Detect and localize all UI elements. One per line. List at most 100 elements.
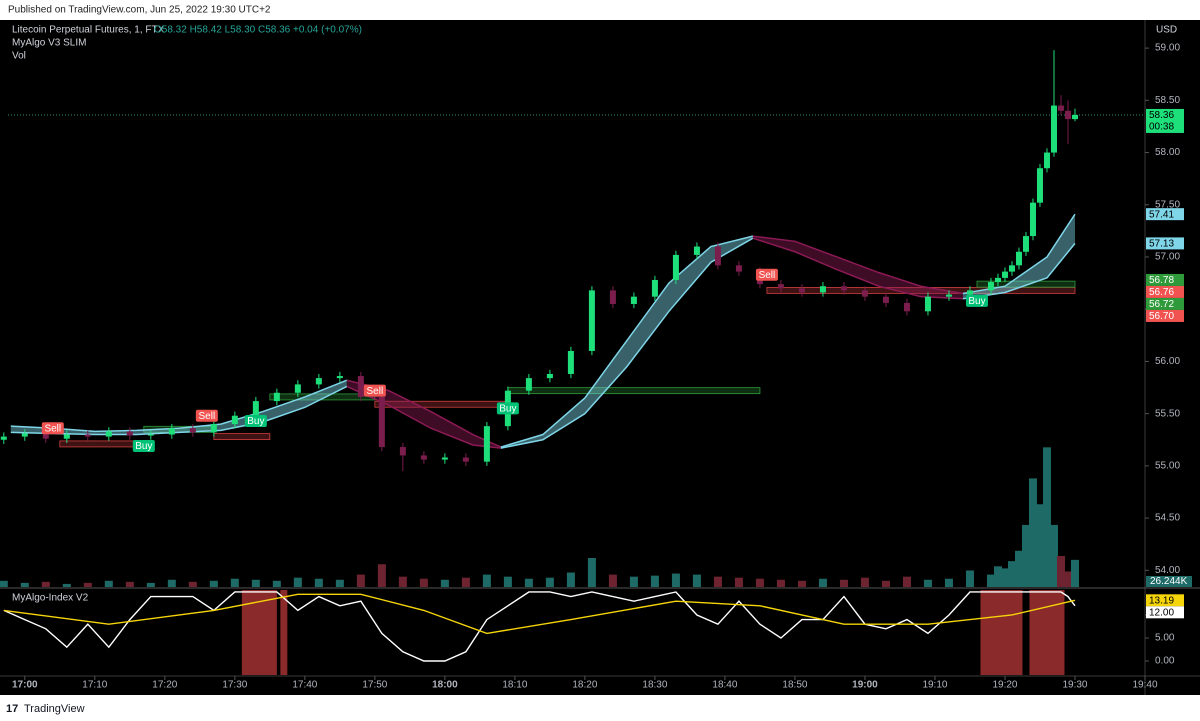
- volume-bar: [566, 572, 575, 587]
- y-tick-label: 55.00: [1155, 460, 1180, 471]
- x-tick-label: 17:50: [362, 680, 387, 691]
- x-tick-label: 19:20: [992, 680, 1017, 691]
- x-tick-label: 18:20: [572, 680, 597, 691]
- index-highlight: [280, 590, 288, 675]
- signal-label: Buy: [135, 441, 152, 452]
- index-highlight: [980, 590, 1023, 675]
- x-tick-label: 19:10: [922, 680, 947, 691]
- candle-body: [777, 284, 784, 289]
- volume-bar: [608, 574, 617, 587]
- x-tick-label: 19:00: [852, 680, 878, 691]
- volume-bar: [671, 573, 680, 587]
- volume-bar: [692, 574, 701, 587]
- volume-bar: [377, 564, 386, 587]
- volume-bar: [650, 575, 659, 587]
- axis-value-box: [1146, 237, 1184, 250]
- volume-bar: [776, 579, 785, 587]
- volume-bar: [398, 576, 407, 587]
- candle-body: [21, 433, 28, 437]
- x-tick-label: 17:10: [82, 680, 107, 691]
- volume-bar: [146, 582, 155, 587]
- volume-bar: [83, 582, 92, 587]
- y-tick-label: 59.00: [1155, 43, 1180, 54]
- candle-body: [399, 447, 406, 456]
- candle-body: [336, 376, 343, 379]
- index-line: [3, 593, 1076, 635]
- indicator-name: MyAlgo V3 SLIM: [12, 38, 86, 49]
- volume-bar: [314, 578, 323, 587]
- candle-body: [693, 246, 700, 255]
- candle-body: [42, 433, 49, 439]
- candle-body: [0, 436, 7, 440]
- signal-box: [755, 268, 778, 281]
- candle-body: [1029, 202, 1036, 237]
- signal-label: Sell: [367, 386, 384, 397]
- candle-body: [735, 265, 742, 272]
- level-zone: [507, 387, 761, 395]
- signal-box: [41, 422, 64, 435]
- axis-value-label: 12.00: [1149, 607, 1174, 618]
- volume-bar: [1070, 559, 1079, 587]
- axis-value-label: 57.13: [1149, 239, 1174, 250]
- candle-body: [1036, 168, 1043, 203]
- volume-name: Vol: [12, 51, 26, 62]
- candle-body: [147, 434, 154, 436]
- level-zone: [766, 287, 1076, 294]
- candle-body: [882, 296, 889, 303]
- candle-body: [252, 401, 259, 416]
- candle-body: [378, 396, 385, 448]
- candle-body: [819, 286, 826, 293]
- candle-body: [987, 282, 994, 291]
- x-tick-label: 18:40: [712, 680, 737, 691]
- signal-box: [244, 414, 267, 427]
- volume-bar: [797, 580, 806, 587]
- signal-box: [965, 294, 988, 307]
- volume-bar: [41, 581, 50, 587]
- volume-bar: [713, 576, 722, 587]
- signal-box: [363, 384, 386, 397]
- volume-bar: [188, 581, 197, 587]
- candle-body: [798, 288, 805, 293]
- candle-body: [168, 428, 175, 435]
- axis-value-box: [1146, 309, 1184, 322]
- axis-value-box: [1146, 108, 1184, 133]
- volume-bar: [167, 579, 176, 587]
- candle-body: [1043, 152, 1050, 169]
- volume-bar: [923, 579, 932, 587]
- signal-label: Buy: [499, 404, 516, 415]
- level-zone: [269, 393, 376, 401]
- candle-body: [315, 378, 322, 385]
- y-tick-label: 56.00: [1155, 356, 1180, 367]
- axis-value-label: 56.70: [1149, 311, 1174, 322]
- volume-bar: [1021, 524, 1030, 587]
- level-zone: [59, 440, 145, 448]
- x-tick-label: 17:00: [12, 680, 38, 691]
- volume-bar: [1035, 504, 1044, 587]
- x-tick-label: 18:10: [502, 680, 527, 691]
- volume-bar: [1014, 550, 1023, 587]
- ribbon-upper: [10, 379, 348, 433]
- candle-body: [567, 350, 574, 374]
- candle-body: [861, 290, 868, 297]
- volume-bar: [230, 578, 239, 587]
- ribbon-lower: [346, 385, 501, 449]
- ribbon-fill: [346, 380, 501, 449]
- volume-bar: [1007, 561, 1016, 587]
- signal-box: [496, 402, 519, 415]
- chart-title: Litecoin Perpetual Futures, 1, FTX: [12, 25, 165, 36]
- y-tick-label: 57.50: [1155, 199, 1180, 210]
- x-tick-label: 17:20: [152, 680, 177, 691]
- volume-bar: [986, 574, 995, 587]
- candle-body: [630, 296, 637, 304]
- axis-value-label: 56.72: [1149, 299, 1174, 310]
- candle-body: [441, 457, 448, 460]
- ribbon-fill: [500, 236, 753, 449]
- candle-body: [651, 279, 658, 297]
- candle-body: [126, 431, 133, 436]
- candle-body: [420, 455, 427, 460]
- candle-body: [294, 384, 301, 393]
- candle-body: [63, 434, 70, 439]
- volume-bar: [104, 580, 113, 587]
- ribbon-upper: [500, 235, 754, 448]
- candle-body: [672, 254, 679, 280]
